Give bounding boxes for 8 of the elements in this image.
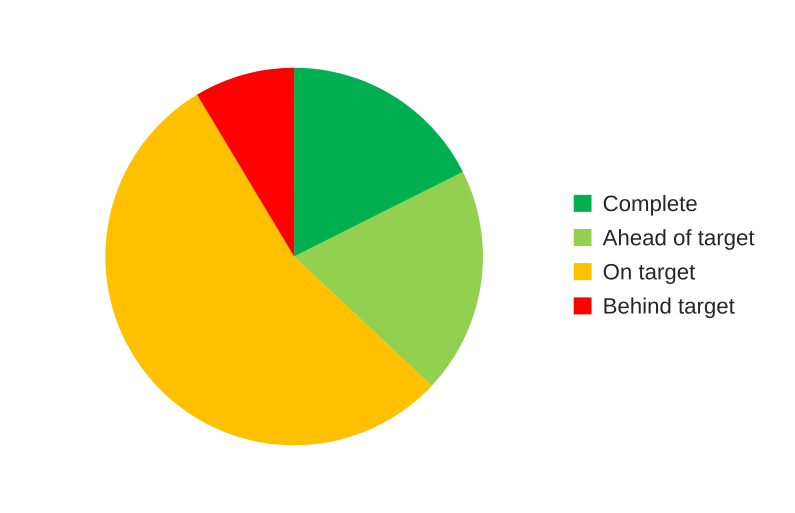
pie-slice [294, 172, 483, 386]
legend-label: Behind target [604, 297, 735, 318]
pie-slice [105, 94, 432, 446]
legend-label: On target [604, 264, 696, 284]
legend-label: Ahead of target [602, 229, 754, 250]
pie-slice [294, 68, 463, 256]
pie-slice [197, 68, 294, 256]
legend-label: Complete [604, 194, 697, 216]
